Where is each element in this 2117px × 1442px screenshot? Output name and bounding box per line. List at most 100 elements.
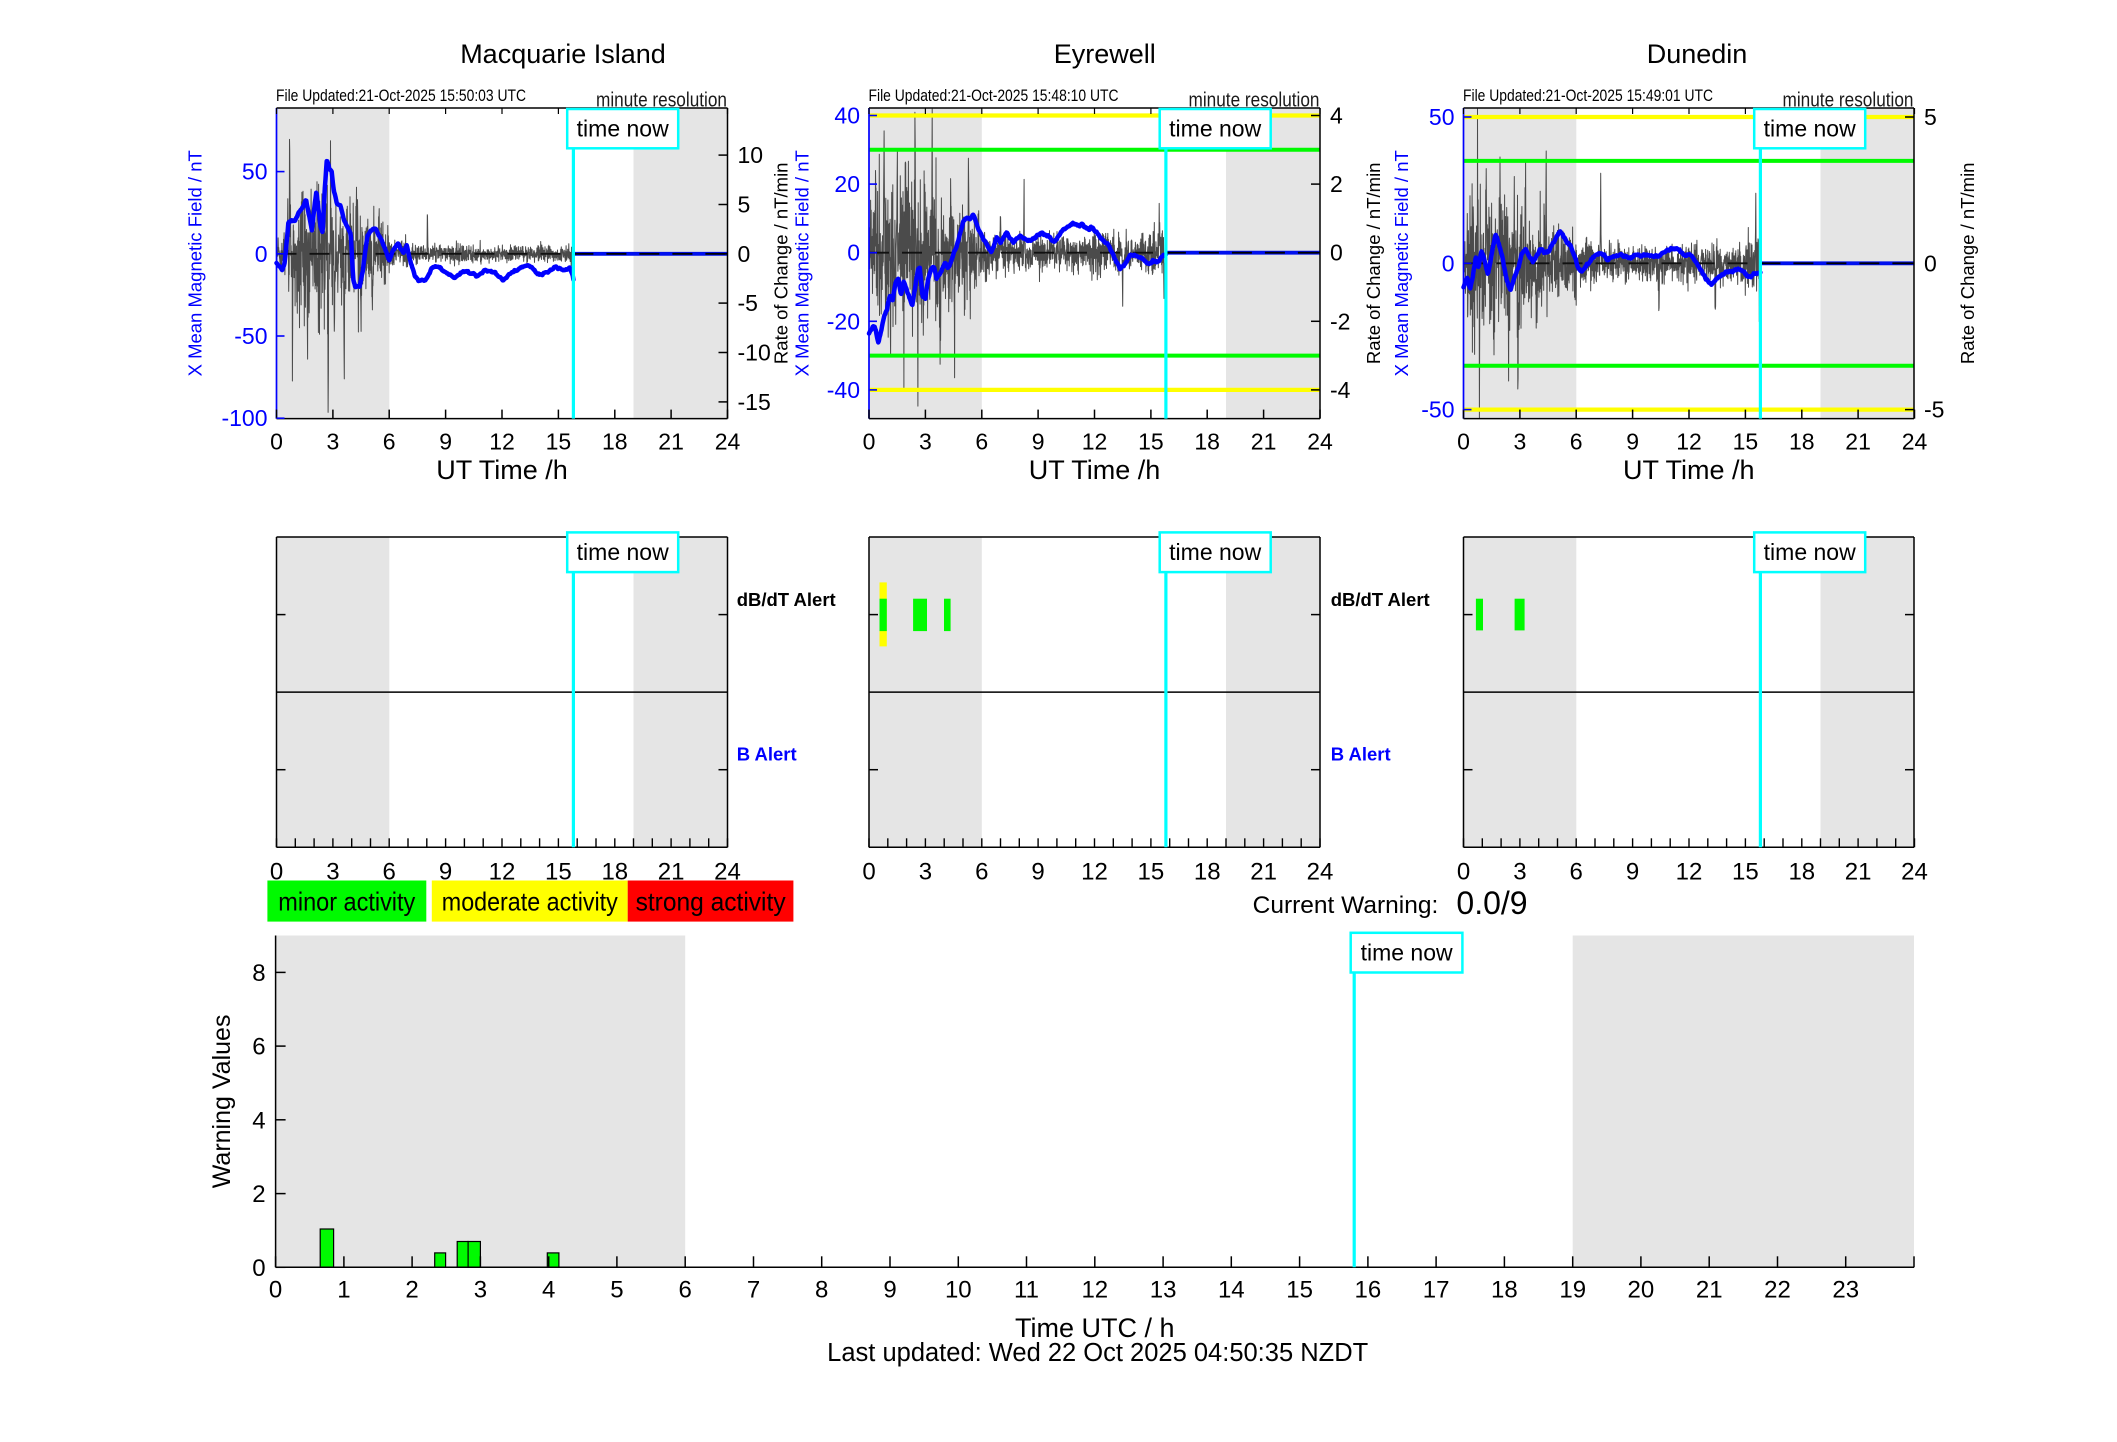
svg-text:15: 15: [1138, 429, 1164, 455]
svg-text:2: 2: [1330, 171, 1343, 197]
svg-text:15: 15: [1732, 858, 1759, 885]
svg-text:0: 0: [862, 858, 875, 885]
svg-text:Rate of Change / nT/min: Rate of Change / nT/min: [1957, 163, 1978, 365]
svg-text:6: 6: [975, 858, 988, 885]
svg-text:time now: time now: [577, 116, 669, 142]
svg-text:12: 12: [1676, 429, 1702, 455]
svg-text:5: 5: [738, 192, 751, 218]
svg-text:9: 9: [439, 429, 452, 455]
svg-text:0: 0: [1924, 250, 1937, 276]
svg-text:17: 17: [1423, 1276, 1450, 1303]
svg-text:0: 0: [863, 429, 876, 455]
svg-text:-5: -5: [1924, 397, 1944, 423]
svg-text:4: 4: [1330, 103, 1343, 129]
svg-text:18: 18: [1789, 429, 1815, 455]
svg-text:0: 0: [255, 241, 268, 267]
svg-text:18: 18: [1788, 858, 1815, 885]
svg-text:-15: -15: [738, 389, 771, 415]
svg-text:6: 6: [679, 1276, 692, 1303]
svg-text:9: 9: [1031, 858, 1044, 885]
svg-text:0: 0: [270, 858, 283, 885]
svg-text:18: 18: [1491, 1276, 1518, 1303]
svg-text:File Updated:21-Oct-2025 15:50: File Updated:21-Oct-2025 15:50:03 UTC: [276, 86, 526, 105]
svg-text:15: 15: [1733, 429, 1759, 455]
svg-text:1: 1: [337, 1276, 350, 1303]
svg-text:X Mean Magnetic Field / nT: X Mean Magnetic Field / nT: [1391, 150, 1412, 376]
svg-text:20: 20: [834, 171, 860, 197]
svg-text:3: 3: [474, 1276, 487, 1303]
svg-text:0: 0: [847, 240, 860, 266]
svg-text:16: 16: [1355, 1276, 1382, 1303]
svg-text:-20: -20: [827, 308, 860, 334]
svg-text:File Updated:21-Oct-2025 15:49: File Updated:21-Oct-2025 15:49:01 UTC: [1463, 86, 1713, 105]
svg-text:Rate of Change / nT/min: Rate of Change / nT/min: [771, 163, 792, 365]
svg-text:9: 9: [1626, 858, 1639, 885]
svg-text:-50: -50: [1421, 397, 1454, 423]
svg-text:50: 50: [1429, 104, 1455, 130]
svg-text:23: 23: [1832, 1276, 1859, 1303]
svg-text:12: 12: [1082, 429, 1108, 455]
svg-text:-2: -2: [1330, 308, 1350, 334]
svg-text:6: 6: [1570, 858, 1583, 885]
svg-text:3: 3: [919, 429, 932, 455]
svg-text:20: 20: [1628, 1276, 1655, 1303]
svg-text:-50: -50: [234, 323, 267, 349]
svg-text:Last updated: Wed 22 Oct 2025: Last updated: Wed 22 Oct 2025 04:50:35 N…: [827, 1339, 1368, 1367]
svg-text:0: 0: [1457, 858, 1470, 885]
svg-text:time now: time now: [1764, 539, 1856, 565]
svg-text:24: 24: [1902, 429, 1928, 455]
svg-text:15: 15: [1138, 858, 1165, 885]
svg-text:9: 9: [1626, 429, 1639, 455]
svg-text:7: 7: [747, 1276, 760, 1303]
svg-text:-100: -100: [221, 405, 267, 431]
svg-text:50: 50: [242, 159, 268, 185]
svg-text:-40: -40: [827, 377, 860, 403]
svg-text:40: 40: [834, 103, 860, 129]
svg-text:dB/dT Alert: dB/dT Alert: [737, 589, 836, 610]
svg-text:8: 8: [815, 1276, 828, 1303]
svg-text:14: 14: [1218, 1276, 1245, 1303]
svg-text:0.0/9: 0.0/9: [1456, 885, 1527, 921]
svg-text:4: 4: [252, 1107, 265, 1134]
svg-text:6: 6: [975, 429, 988, 455]
svg-text:0: 0: [738, 241, 751, 267]
svg-text:Current Warning:: Current Warning:: [1253, 892, 1439, 919]
svg-text:minute resolution: minute resolution: [1783, 90, 1914, 112]
svg-text:X Mean Magnetic Field / nT: X Mean Magnetic Field / nT: [792, 150, 813, 376]
svg-text:11: 11: [1014, 1276, 1039, 1303]
svg-text:moderate activity: moderate activity: [442, 887, 618, 917]
svg-text:File Updated:21-Oct-2025 15:48: File Updated:21-Oct-2025 15:48:10 UTC: [869, 86, 1119, 105]
svg-text:0: 0: [270, 429, 283, 455]
svg-text:6: 6: [1570, 429, 1583, 455]
svg-text:0: 0: [269, 1276, 282, 1303]
svg-text:0: 0: [1457, 429, 1470, 455]
svg-text:18: 18: [602, 429, 628, 455]
svg-text:6: 6: [383, 429, 396, 455]
svg-text:3: 3: [919, 858, 932, 885]
svg-text:UT Time /h: UT Time /h: [1029, 455, 1161, 485]
svg-text:9: 9: [883, 1276, 896, 1303]
svg-text:5: 5: [610, 1276, 623, 1303]
svg-text:dB/dT Alert: dB/dT Alert: [1331, 589, 1430, 610]
svg-text:0: 0: [1330, 240, 1343, 266]
svg-text:minute resolution: minute resolution: [596, 90, 727, 112]
svg-text:3: 3: [326, 858, 339, 885]
svg-text:13: 13: [1150, 1276, 1177, 1303]
svg-text:UT Time /h: UT Time /h: [436, 455, 568, 485]
svg-text:3: 3: [327, 429, 340, 455]
svg-text:24: 24: [1307, 429, 1333, 455]
svg-text:-5: -5: [738, 290, 758, 316]
svg-text:time now: time now: [1169, 116, 1261, 142]
svg-text:Macquarie Island: Macquarie Island: [460, 39, 666, 69]
svg-text:15: 15: [1286, 1276, 1313, 1303]
svg-text:9: 9: [1032, 429, 1045, 455]
svg-text:10: 10: [738, 142, 764, 168]
svg-text:0: 0: [1442, 250, 1455, 276]
svg-text:minor activity: minor activity: [278, 887, 415, 917]
svg-text:time now: time now: [1361, 940, 1453, 966]
svg-text:-10: -10: [738, 340, 771, 366]
svg-text:2: 2: [252, 1181, 265, 1208]
svg-text:5: 5: [1924, 104, 1937, 130]
svg-text:UT Time /h: UT Time /h: [1623, 455, 1755, 485]
svg-text:21: 21: [1845, 858, 1872, 885]
